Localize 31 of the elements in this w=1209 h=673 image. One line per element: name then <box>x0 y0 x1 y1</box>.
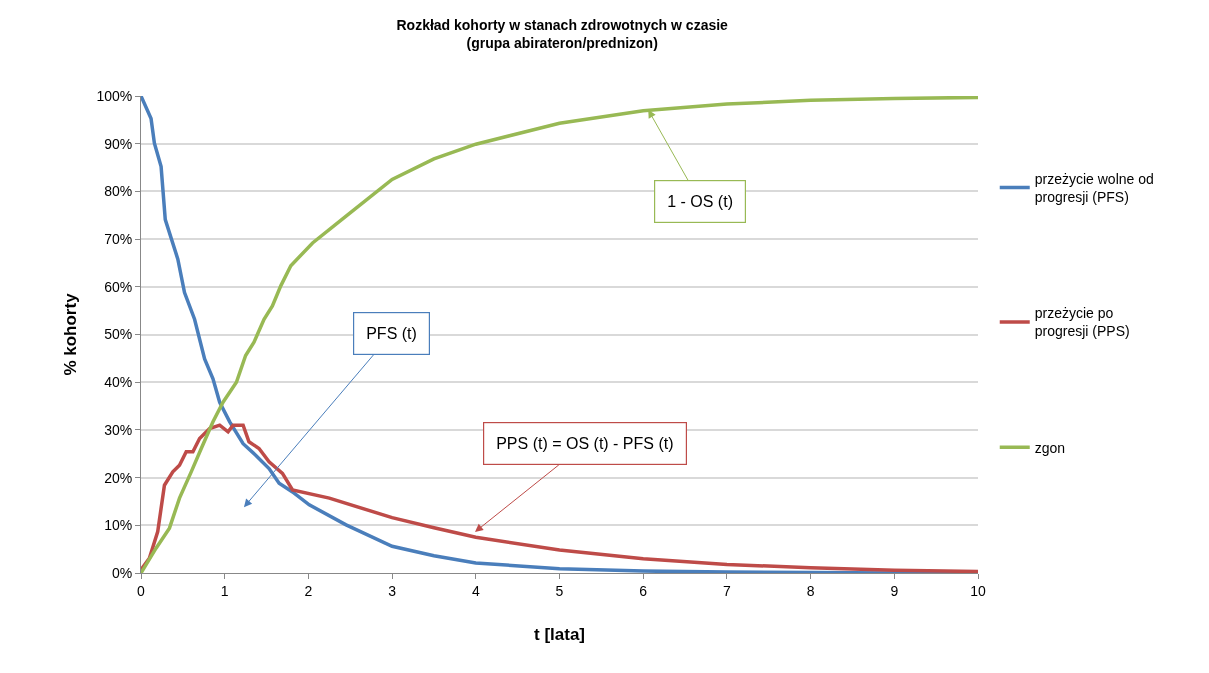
x-tick-label: 8 <box>806 582 815 599</box>
y-tick-label: 10% <box>104 517 133 534</box>
y-tick-label: 70% <box>104 231 133 247</box>
annotation: 1 - OS (t) <box>667 193 733 211</box>
y-tick-label: 60% <box>104 278 133 295</box>
legend-label: przeżycie po progresji (PPS) <box>1034 305 1130 340</box>
y-tick-label: 30% <box>104 421 133 438</box>
annotation: PPS (t) = OS (t) - PFS (t) <box>496 435 674 453</box>
y-tick-label: 80% <box>104 183 133 200</box>
x-tick-label: 2 <box>304 582 313 599</box>
y-tick-label: 40% <box>104 374 133 391</box>
legend-label: przeżycie wolne od progresji (PFS) <box>1034 170 1154 206</box>
x-tick-label: 10 <box>970 582 986 599</box>
y-tick-label: 20% <box>104 469 133 486</box>
x-tick-label: 4 <box>471 582 480 599</box>
chart-title: Rozkład kohorty w stanach zdrowotnych w czasie (grupa abirateron/prednizon) <box>396 17 729 52</box>
x-tick-label: 6 <box>639 582 648 599</box>
x-tick-label: 1 <box>220 582 229 599</box>
x-tick-label: 5 <box>555 582 564 599</box>
x-tick-label: 3 <box>388 582 397 599</box>
x-tick-label: 7 <box>723 582 731 599</box>
x-tick-label: 0 <box>137 582 146 599</box>
y-tick-label: 50% <box>104 326 133 343</box>
x-axis-title: t [lata] <box>534 625 585 645</box>
annotation: PFS (t) <box>366 325 417 343</box>
y-tick-label: 90% <box>104 135 133 152</box>
legend-label: zgon <box>1034 439 1066 456</box>
y-tick-label: 100% <box>96 87 133 104</box>
y-axis-title: % kohorty <box>60 292 80 376</box>
y-tick-label: 0% <box>111 564 133 581</box>
x-tick-label: 9 <box>890 582 899 599</box>
